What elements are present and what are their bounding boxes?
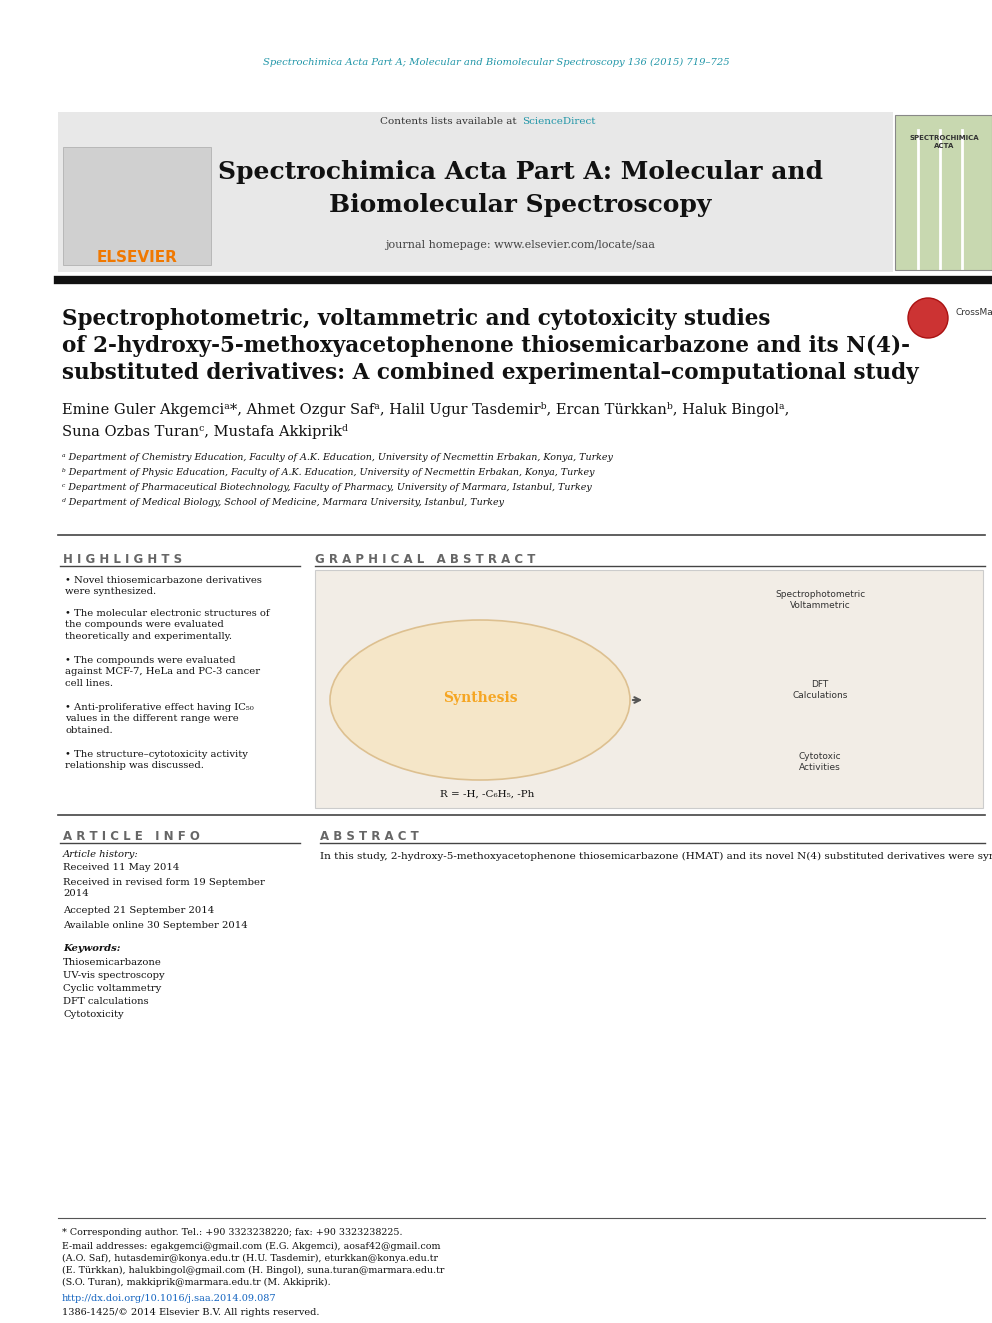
Bar bbox=[315, 570, 983, 808]
Text: ScienceDirect: ScienceDirect bbox=[522, 118, 595, 127]
Text: SPECTROCHIMICA
ACTA: SPECTROCHIMICA ACTA bbox=[910, 135, 979, 149]
Text: Keywords:: Keywords: bbox=[63, 945, 120, 953]
Text: Spectrochimica Acta Part A; Molecular and Biomolecular Spectroscopy 136 (2015) 7: Spectrochimica Acta Part A; Molecular an… bbox=[263, 57, 729, 66]
Text: Received in revised form 19 September
2014: Received in revised form 19 September 20… bbox=[63, 878, 265, 898]
Text: Spectrochimica Acta Part A: Molecular and: Spectrochimica Acta Part A: Molecular an… bbox=[217, 160, 822, 184]
Text: Thiosemicarbazone: Thiosemicarbazone bbox=[63, 958, 162, 967]
Text: journal homepage: www.elsevier.com/locate/saa: journal homepage: www.elsevier.com/locat… bbox=[385, 239, 655, 250]
Text: A R T I C L E   I N F O: A R T I C L E I N F O bbox=[63, 830, 199, 843]
Text: A B S T R A C T: A B S T R A C T bbox=[320, 830, 419, 843]
Text: ᵃ Department of Chemistry Education, Faculty of A.K. Education, University of Ne: ᵃ Department of Chemistry Education, Fac… bbox=[62, 452, 613, 462]
Text: ᶜ Department of Pharmaceutical Biotechnology, Faculty of Pharmacy, University of: ᶜ Department of Pharmaceutical Biotechno… bbox=[62, 483, 592, 492]
Text: Biomolecular Spectroscopy: Biomolecular Spectroscopy bbox=[328, 193, 711, 217]
Text: Emine Guler Akgemciᵃ*, Ahmet Ozgur Safᵃ, Halil Ugur Tasdemirᵇ, Ercan Türkkanᵇ, H: Emine Guler Akgemciᵃ*, Ahmet Ozgur Safᵃ,… bbox=[62, 402, 790, 417]
Text: • The structure–cytotoxicity activity
relationship was discussed.: • The structure–cytotoxicity activity re… bbox=[65, 750, 248, 770]
Text: • The molecular electronic structures of
the compounds were evaluated
theoretica: • The molecular electronic structures of… bbox=[65, 609, 270, 640]
Text: DFT calculations: DFT calculations bbox=[63, 998, 149, 1005]
Text: Spectrophotometric
Voltammetric: Spectrophotometric Voltammetric bbox=[775, 590, 865, 610]
Text: Accepted 21 September 2014: Accepted 21 September 2014 bbox=[63, 906, 214, 916]
Text: • Anti-proliferative effect having IC₅₀
values in the different range were
obtai: • Anti-proliferative effect having IC₅₀ … bbox=[65, 703, 254, 734]
Bar bbox=[895, 115, 992, 270]
Bar bbox=[58, 112, 893, 273]
Bar bbox=[63, 147, 211, 265]
Text: • The compounds were evaluated
against MCF-7, HeLa and PC-3 cancer
cell lines.: • The compounds were evaluated against M… bbox=[65, 656, 260, 688]
Text: In this study, 2-hydroxy-5-methoxyacetophenone thiosemicarbazone (HMAT) and its : In this study, 2-hydroxy-5-methoxyacetop… bbox=[320, 852, 992, 861]
Text: Contents lists available at: Contents lists available at bbox=[380, 118, 520, 127]
Text: CrossMark: CrossMark bbox=[955, 308, 992, 318]
Text: Available online 30 September 2014: Available online 30 September 2014 bbox=[63, 921, 248, 930]
Text: • Novel thiosemicarbazone derivatives
were synthesized.: • Novel thiosemicarbazone derivatives we… bbox=[65, 576, 262, 597]
Text: E-mail addresses: egakgemci@gmail.com (E.G. Akgemci), aosaf42@gmail.com
(A.O. Sa: E-mail addresses: egakgemci@gmail.com (E… bbox=[62, 1242, 444, 1287]
Text: Cytotoxicity: Cytotoxicity bbox=[63, 1009, 124, 1019]
Text: G R A P H I C A L   A B S T R A C T: G R A P H I C A L A B S T R A C T bbox=[315, 553, 536, 566]
Text: * Corresponding author. Tel.: +90 3323238220; fax: +90 3323238225.: * Corresponding author. Tel.: +90 332323… bbox=[62, 1228, 403, 1237]
Text: UV-vis spectroscopy: UV-vis spectroscopy bbox=[63, 971, 165, 980]
Text: Spectrophotometric, voltammetric and cytotoxicity studies: Spectrophotometric, voltammetric and cyt… bbox=[62, 308, 771, 329]
Text: H I G H L I G H T S: H I G H L I G H T S bbox=[63, 553, 183, 566]
Text: http://dx.doi.org/10.1016/j.saa.2014.09.087: http://dx.doi.org/10.1016/j.saa.2014.09.… bbox=[62, 1294, 277, 1303]
Text: R = -H, -C₆H₅, -Ph: R = -H, -C₆H₅, -Ph bbox=[440, 790, 535, 799]
Text: ELSEVIER: ELSEVIER bbox=[96, 250, 178, 266]
Text: Synthesis: Synthesis bbox=[442, 691, 517, 705]
Text: Article history:: Article history: bbox=[63, 849, 139, 859]
Text: 1386-1425/© 2014 Elsevier B.V. All rights reserved.: 1386-1425/© 2014 Elsevier B.V. All right… bbox=[62, 1308, 319, 1316]
Text: of 2-hydroxy-5-methoxyacetophenone thiosemicarbazone and its N(4)-: of 2-hydroxy-5-methoxyacetophenone thios… bbox=[62, 335, 910, 357]
Text: ✕: ✕ bbox=[920, 308, 936, 328]
Text: ᵈ Department of Medical Biology, School of Medicine, Marmara University, Istanbu: ᵈ Department of Medical Biology, School … bbox=[62, 497, 504, 507]
Circle shape bbox=[908, 298, 948, 337]
Ellipse shape bbox=[330, 620, 630, 781]
Text: Cytotoxic
Activities: Cytotoxic Activities bbox=[799, 751, 841, 773]
Text: Suna Ozbas Turanᶜ, Mustafa Akkiprikᵈ: Suna Ozbas Turanᶜ, Mustafa Akkiprikᵈ bbox=[62, 423, 348, 439]
Text: Received 11 May 2014: Received 11 May 2014 bbox=[63, 863, 180, 872]
Text: DFT
Calculations: DFT Calculations bbox=[793, 680, 848, 700]
Text: Cyclic voltammetry: Cyclic voltammetry bbox=[63, 984, 162, 994]
Text: ᵇ Department of Physic Education, Faculty of A.K. Education, University of Necme: ᵇ Department of Physic Education, Facult… bbox=[62, 468, 594, 478]
Text: substituted derivatives: A combined experimental–computational study: substituted derivatives: A combined expe… bbox=[62, 363, 919, 384]
